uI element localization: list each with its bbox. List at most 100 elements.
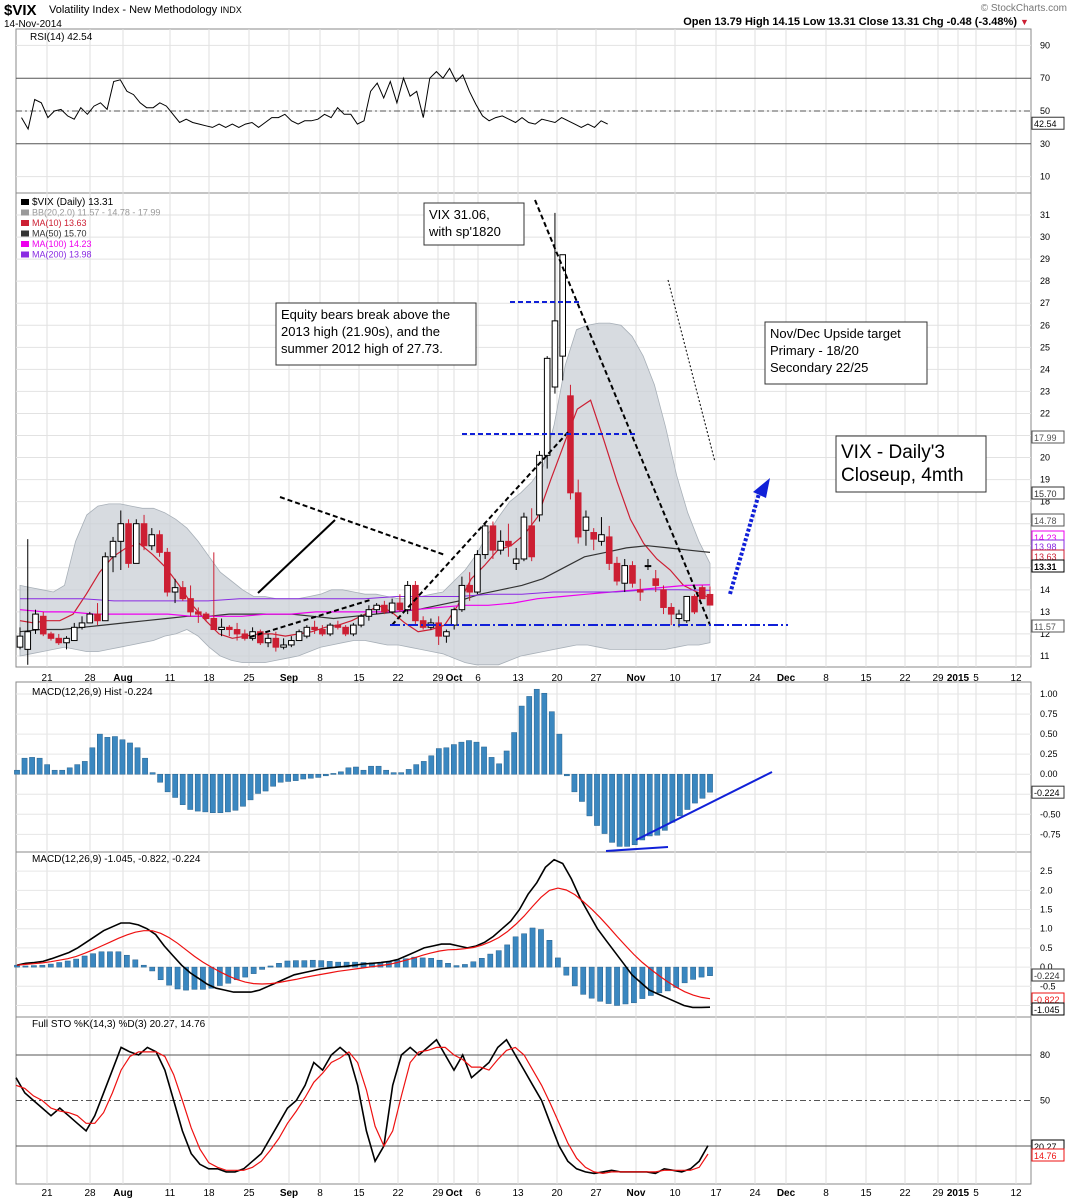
- price-candle: [466, 572, 473, 601]
- candle-body: [582, 516, 590, 531]
- candle-body: [528, 525, 535, 558]
- price-candle: [567, 384, 574, 500]
- hist-tick-label: 0.75: [1040, 709, 1058, 719]
- x-tick-label: 2015: [947, 673, 970, 684]
- macd-tick-label: 1.0: [1040, 924, 1053, 934]
- price-tick-label: 27: [1040, 298, 1050, 308]
- macd-hist-bar: [699, 773, 706, 799]
- candle-body: [171, 587, 179, 593]
- candle-body: [520, 516, 528, 560]
- price-candle: [505, 523, 512, 557]
- candle-body: [536, 454, 543, 516]
- trendline-down-aug: [279, 496, 446, 556]
- macd-hist-bar: [240, 773, 246, 807]
- annotation-equity-bears-text: summer 2012 high of 27.73.: [281, 341, 443, 356]
- x-tick-label: 6: [475, 673, 481, 684]
- x-tick-label: 8: [823, 673, 829, 684]
- macd-hist-bar: [654, 773, 661, 836]
- candle-body: [257, 631, 264, 644]
- price-candle: [164, 547, 171, 597]
- macd-panel-hist-bar: [631, 966, 637, 1004]
- macd-panel-hist-bar: [90, 953, 96, 968]
- price-candle: [125, 519, 132, 568]
- price-tick-label: 25: [1040, 342, 1050, 352]
- candle-body: [543, 357, 551, 456]
- hist-legend: MACD(12,26,9) Hist -0.224: [32, 687, 153, 698]
- candle-body: [94, 613, 101, 622]
- x-tick-label: 15: [860, 673, 872, 684]
- trendline-up-oct: [391, 429, 571, 626]
- macd-panel-hist-bar: [149, 966, 156, 972]
- candle-body: [187, 598, 194, 613]
- price-candle: [195, 607, 202, 623]
- candle-body: [357, 615, 365, 626]
- bollinger-band: [19, 322, 711, 666]
- x-tick-label: 15: [353, 673, 365, 684]
- macd-hist-bar: [292, 773, 299, 781]
- hist-tick-label: 0.00: [1040, 769, 1058, 779]
- macd-panel-hist-bar: [107, 951, 113, 968]
- sto-tick-label: 80: [1040, 1050, 1050, 1060]
- candle-body: [574, 492, 582, 538]
- macd-panel-hist-bar: [588, 966, 595, 999]
- x-tick-label-bottom: 27: [590, 1188, 602, 1199]
- price-legend-entry: MA(10) 13.63: [32, 218, 87, 228]
- watermark: © StockCharts.com: [980, 3, 1067, 14]
- annotation-vix-peak-text: with sp'1820: [428, 224, 501, 239]
- macd-hist-bar: [564, 773, 570, 777]
- price-tick-label: 31: [1040, 210, 1050, 220]
- macd-panel-hist-bar: [47, 963, 54, 968]
- macd-hist-bar: [330, 773, 337, 775]
- macd-hist-bar: [556, 733, 563, 775]
- price-candle: [629, 561, 636, 588]
- price-candle: [350, 622, 357, 637]
- candle-body: [559, 254, 566, 357]
- macd-panel-hist-bar: [681, 966, 688, 984]
- price-candle: [117, 510, 125, 570]
- candle-body: [264, 637, 272, 644]
- price-tick-label: 11: [1040, 651, 1049, 661]
- panel-frame-price: [15, 192, 1032, 668]
- macd-hist-bar: [300, 773, 307, 780]
- hist-tick-label: 0.50: [1040, 729, 1058, 739]
- macd-hist-bar: [232, 773, 239, 811]
- macd-panel-hist-bar: [64, 960, 71, 968]
- price-candle: [396, 594, 404, 612]
- candle-body: [613, 562, 621, 582]
- candle-body: [450, 609, 458, 626]
- candle-body: [404, 584, 411, 611]
- chart-date: 14-Nov-2014: [4, 19, 62, 30]
- price-candle: [140, 514, 148, 551]
- macd-hist-bar: [646, 773, 653, 837]
- price-candle: [443, 629, 450, 643]
- candle-body: [551, 320, 559, 388]
- macd-panel-hist-bar: [470, 961, 477, 968]
- price-candle: [543, 356, 551, 469]
- candle-body: [660, 589, 667, 608]
- x-tick-label-bottom: 8: [317, 1188, 323, 1199]
- annotation-upside-target-box: [764, 321, 928, 385]
- annotation-upside-target-text: Primary - 18/20: [770, 343, 859, 358]
- price-candle: [481, 523, 489, 559]
- macd-hist-bar: [360, 769, 367, 775]
- x-tick-label-bottom: 20: [551, 1188, 563, 1199]
- candle-body: [109, 540, 117, 558]
- macd-hist-bar: [307, 773, 314, 779]
- price-candle: [288, 636, 295, 648]
- price-candle: [698, 585, 706, 600]
- candle-body: [319, 629, 326, 635]
- macd-panel-hist-bar: [647, 966, 654, 996]
- candle-body: [241, 633, 249, 639]
- price-candle: [365, 605, 373, 621]
- price-candle: [210, 552, 218, 631]
- macd-hist-bar: [375, 765, 382, 775]
- price-candle: [388, 598, 396, 615]
- price-candle: [16, 627, 24, 650]
- macd-hist-bar: [262, 773, 269, 792]
- macd-panel-hist-bar: [664, 966, 671, 992]
- macd-panel-hist-bar: [563, 966, 570, 976]
- candle-body: [140, 523, 148, 547]
- candle-body: [47, 633, 55, 639]
- candle-body: [334, 624, 342, 628]
- macd-panel-hist-bar: [656, 966, 663, 994]
